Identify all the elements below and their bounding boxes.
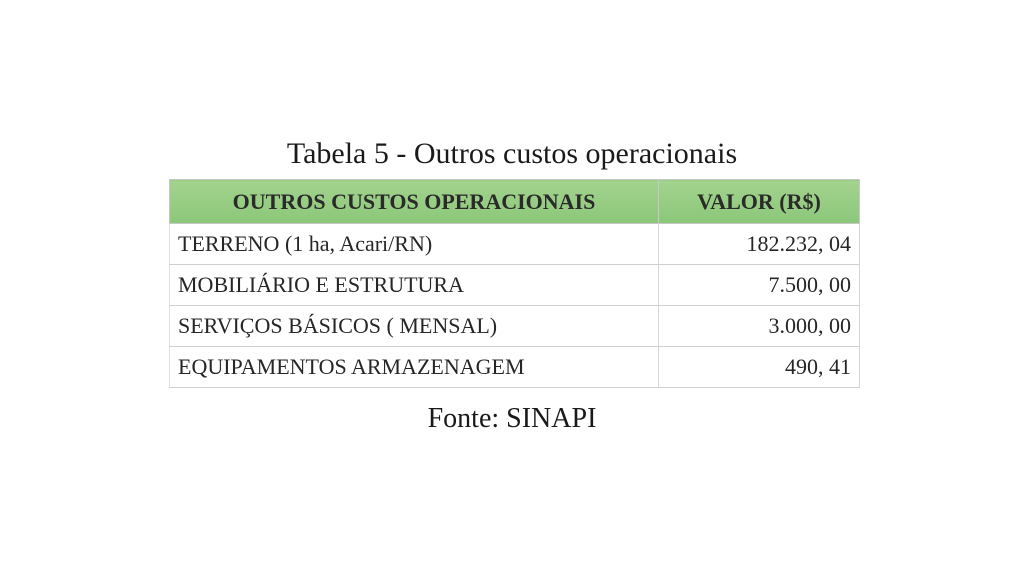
column-header-value: VALOR (R$) [658,179,860,224]
costs-table: OUTROS CUSTOS OPERACIONAIS VALOR (R$) TE… [169,179,860,388]
row-item-name: EQUIPAMENTOS ARMAZENAGEM [169,346,659,388]
row-item-value: 7.500, 00 [658,264,860,306]
table-caption: Tabela 5 - Outros custos operacionais [286,137,738,170]
table-row: TERRENO (1 ha, Acari/RN) 182.232, 04 [169,223,860,265]
table-row: EQUIPAMENTOS ARMAZENAGEM 490, 41 [169,346,860,388]
table-header-row: OUTROS CUSTOS OPERACIONAIS VALOR (R$) [169,179,860,224]
costs-table-container: OUTROS CUSTOS OPERACIONAIS VALOR (R$) TE… [169,179,860,388]
row-item-value: 490, 41 [658,346,860,388]
column-header-item: OUTROS CUSTOS OPERACIONAIS [169,179,659,224]
row-item-value: 3.000, 00 [658,305,860,347]
row-item-name: MOBILIÁRIO E ESTRUTURA [169,264,659,306]
row-item-name: SERVIÇOS BÁSICOS ( MENSAL) [169,305,659,347]
row-item-name: TERRENO (1 ha, Acari/RN) [169,223,659,265]
row-item-value: 182.232, 04 [658,223,860,265]
table-row: MOBILIÁRIO E ESTRUTURA 7.500, 00 [169,264,860,306]
table-source-note: Fonte: SINAPI [427,403,597,434]
table-row: SERVIÇOS BÁSICOS ( MENSAL) 3.000, 00 [169,305,860,347]
